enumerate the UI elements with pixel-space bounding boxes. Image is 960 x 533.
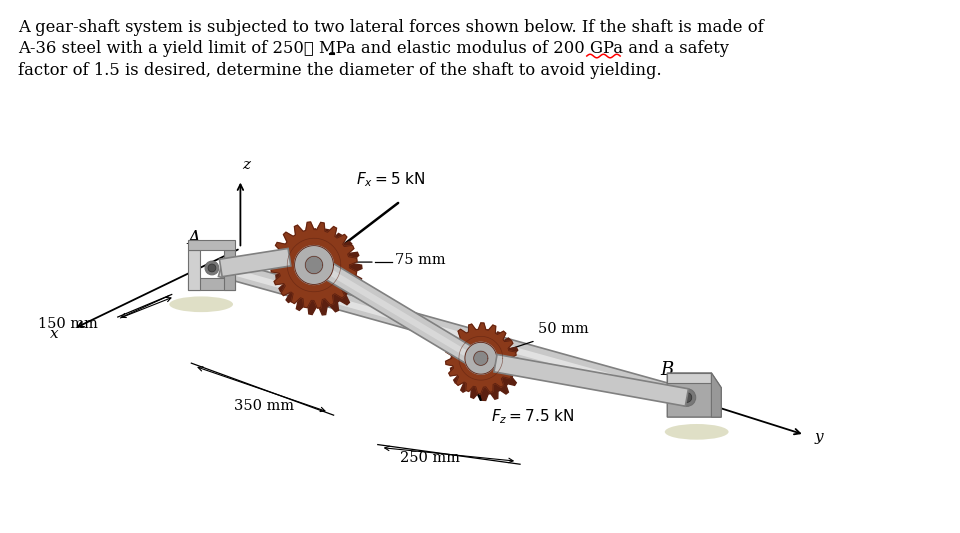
Polygon shape	[188, 278, 235, 289]
Circle shape	[208, 264, 216, 272]
Text: 150 mm: 150 mm	[38, 317, 98, 331]
Polygon shape	[667, 373, 711, 383]
Text: A: A	[188, 230, 201, 247]
Polygon shape	[295, 246, 333, 285]
Text: 75 mm: 75 mm	[396, 253, 446, 267]
Polygon shape	[450, 330, 521, 400]
Text: z: z	[242, 158, 251, 172]
Polygon shape	[188, 240, 235, 251]
Polygon shape	[711, 373, 721, 417]
Polygon shape	[473, 351, 488, 365]
Text: y: y	[814, 430, 823, 444]
Polygon shape	[224, 251, 235, 289]
Ellipse shape	[169, 296, 233, 312]
Text: 250 mm: 250 mm	[400, 451, 461, 465]
Polygon shape	[494, 354, 688, 406]
Polygon shape	[445, 323, 516, 393]
Polygon shape	[188, 251, 201, 289]
Polygon shape	[667, 373, 721, 417]
Polygon shape	[276, 229, 362, 315]
Text: $F_x = 5\ \mathrm{kN}$: $F_x = 5\ \mathrm{kN}$	[356, 171, 425, 189]
Polygon shape	[271, 222, 357, 308]
Polygon shape	[320, 261, 475, 364]
Text: A gear-shaft system is subjected to two lateral forces shown below. If the shaft: A gear-shaft system is subjected to two …	[17, 19, 763, 36]
Polygon shape	[465, 342, 496, 374]
Text: B: B	[660, 361, 674, 379]
Text: 350 mm: 350 mm	[233, 399, 294, 414]
Circle shape	[205, 261, 219, 275]
Ellipse shape	[664, 424, 729, 440]
Text: A-36 steel with a yield limit of 250⏐ MPa and elastic modulus of 200 GPa and a s: A-36 steel with a yield limit of 250⏐ MP…	[17, 41, 729, 58]
Polygon shape	[325, 267, 475, 361]
Polygon shape	[305, 256, 323, 273]
Polygon shape	[219, 260, 689, 406]
Circle shape	[678, 389, 696, 406]
Polygon shape	[220, 248, 291, 277]
Text: $F_z = 7.5\ \mathrm{kN}$: $F_z = 7.5\ \mathrm{kN}$	[491, 407, 574, 426]
Text: 50 mm: 50 mm	[538, 322, 588, 336]
Text: x: x	[50, 327, 59, 341]
Circle shape	[682, 393, 692, 402]
Polygon shape	[225, 267, 692, 402]
Text: factor of 1.5 is desired, determine the diameter of the shaft to avoid yielding.: factor of 1.5 is desired, determine the …	[17, 62, 661, 79]
